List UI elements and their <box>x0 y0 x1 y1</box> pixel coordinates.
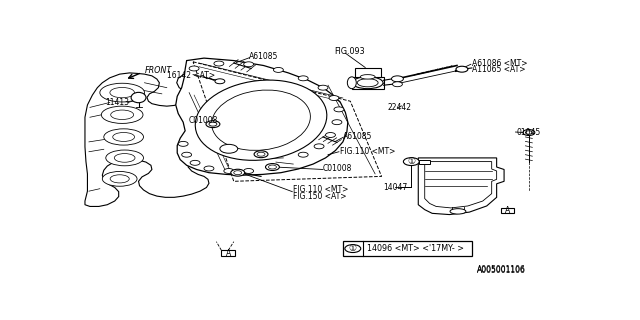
Text: C01008: C01008 <box>189 116 218 125</box>
Text: A11065 <AT>: A11065 <AT> <box>472 65 525 74</box>
Circle shape <box>224 169 234 173</box>
Text: A: A <box>226 249 231 258</box>
Ellipse shape <box>212 90 310 150</box>
Text: 16142 <AT>: 16142 <AT> <box>167 71 215 80</box>
Text: FIG.110 <MT>: FIG.110 <MT> <box>340 147 396 156</box>
Circle shape <box>244 169 253 173</box>
Polygon shape <box>352 77 383 89</box>
Text: A61086 <MT>: A61086 <MT> <box>472 59 527 68</box>
Ellipse shape <box>111 110 134 120</box>
Text: 11413: 11413 <box>105 98 129 107</box>
Text: 22442: 22442 <box>388 103 412 112</box>
Ellipse shape <box>115 154 135 162</box>
Text: A61085: A61085 <box>249 52 278 61</box>
Ellipse shape <box>106 150 143 166</box>
Circle shape <box>392 82 403 87</box>
Circle shape <box>231 169 244 176</box>
Circle shape <box>298 76 308 81</box>
Circle shape <box>244 62 253 67</box>
Text: 01045: 01045 <box>516 128 541 137</box>
Text: C01008: C01008 <box>323 164 353 173</box>
Circle shape <box>189 66 199 71</box>
Polygon shape <box>355 68 381 77</box>
Circle shape <box>403 158 419 165</box>
Circle shape <box>209 122 217 126</box>
Ellipse shape <box>110 87 134 98</box>
Text: FIG.150 <AT>: FIG.150 <AT> <box>293 192 347 201</box>
Circle shape <box>269 165 276 169</box>
Circle shape <box>204 166 214 171</box>
Ellipse shape <box>357 79 378 87</box>
Ellipse shape <box>360 75 375 79</box>
Text: A61085: A61085 <box>343 132 372 141</box>
Circle shape <box>345 244 361 252</box>
Circle shape <box>392 76 403 82</box>
Circle shape <box>525 131 532 134</box>
Ellipse shape <box>104 129 143 145</box>
Circle shape <box>273 68 284 72</box>
Circle shape <box>178 141 188 146</box>
Text: 14047: 14047 <box>383 183 408 192</box>
Polygon shape <box>419 158 504 215</box>
Text: A: A <box>505 206 510 215</box>
Bar <box>221 250 236 256</box>
Circle shape <box>329 96 339 100</box>
Text: FRONT: FRONT <box>145 66 172 75</box>
Text: FIG.093: FIG.093 <box>334 47 365 56</box>
Ellipse shape <box>101 106 143 124</box>
Ellipse shape <box>450 209 466 214</box>
Ellipse shape <box>131 92 146 103</box>
Bar <box>419 160 430 164</box>
Ellipse shape <box>100 83 145 102</box>
Bar <box>343 241 472 256</box>
Polygon shape <box>176 58 348 175</box>
Text: ①: ① <box>349 244 357 253</box>
Text: A005001106: A005001106 <box>477 266 525 275</box>
Text: FIG.110 <MT>: FIG.110 <MT> <box>293 185 349 195</box>
Circle shape <box>314 144 324 149</box>
Circle shape <box>190 160 200 165</box>
Circle shape <box>220 144 237 153</box>
Circle shape <box>215 79 225 84</box>
Circle shape <box>214 61 224 66</box>
Circle shape <box>334 107 344 112</box>
Text: 14096 <MT> <'17MY- >: 14096 <MT> <'17MY- > <box>367 244 464 253</box>
Circle shape <box>266 164 280 171</box>
Circle shape <box>182 152 191 157</box>
Circle shape <box>234 171 242 175</box>
Polygon shape <box>85 71 221 206</box>
Circle shape <box>456 66 468 72</box>
Circle shape <box>298 152 308 157</box>
Ellipse shape <box>352 77 383 89</box>
Circle shape <box>318 85 328 90</box>
Circle shape <box>326 132 335 138</box>
Ellipse shape <box>102 172 137 186</box>
Circle shape <box>254 151 268 158</box>
Circle shape <box>257 152 265 156</box>
Bar <box>500 208 515 213</box>
Circle shape <box>206 121 220 128</box>
Text: A005001106: A005001106 <box>477 265 525 274</box>
Polygon shape <box>425 162 497 208</box>
Ellipse shape <box>110 175 129 183</box>
Circle shape <box>332 120 342 124</box>
Ellipse shape <box>113 132 134 141</box>
Text: ①: ① <box>407 157 415 166</box>
Circle shape <box>523 130 535 135</box>
Ellipse shape <box>348 77 356 89</box>
Ellipse shape <box>195 80 327 160</box>
